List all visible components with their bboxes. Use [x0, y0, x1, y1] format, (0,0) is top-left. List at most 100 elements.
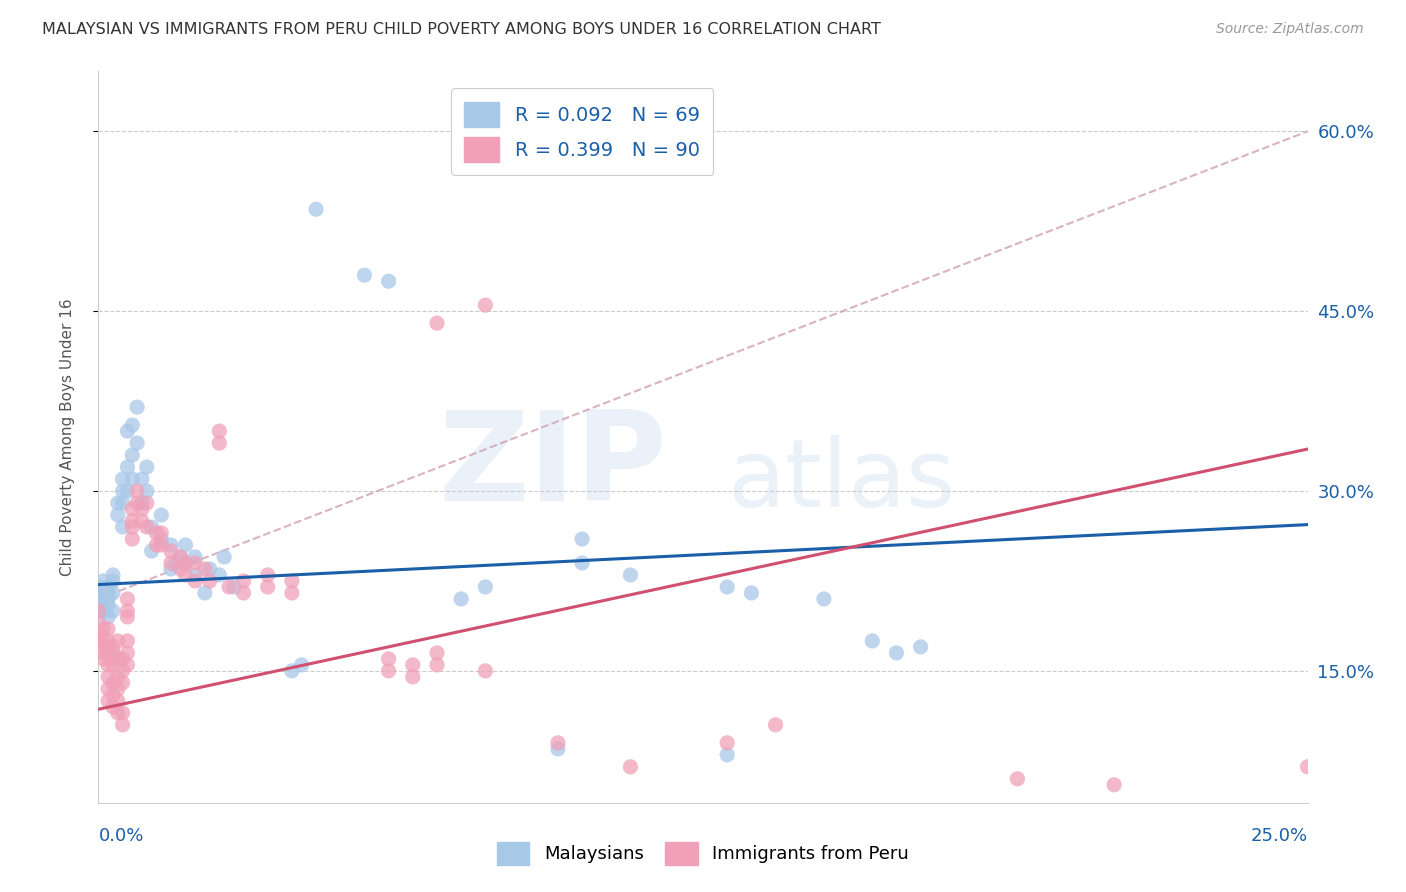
Point	[91, 604, 114, 618]
Point	[101, 574, 124, 588]
Point	[145, 538, 167, 552]
Point	[127, 483, 149, 498]
Point	[111, 664, 134, 678]
Point	[740, 586, 762, 600]
Point	[117, 604, 139, 618]
Point	[117, 634, 139, 648]
Point	[150, 526, 173, 541]
Point	[184, 556, 207, 570]
Point	[101, 676, 124, 690]
Point	[131, 472, 153, 486]
Text: ZIP: ZIP	[439, 406, 666, 527]
Point	[619, 568, 641, 582]
Point	[107, 496, 129, 510]
Point	[910, 640, 932, 654]
Point	[107, 508, 129, 522]
Point	[107, 681, 129, 696]
Point	[131, 502, 153, 516]
Point	[135, 483, 157, 498]
Point	[111, 652, 134, 666]
Point	[305, 202, 328, 217]
Point	[127, 400, 149, 414]
Point	[1007, 772, 1029, 786]
Point	[208, 436, 231, 450]
Point	[87, 634, 110, 648]
Point	[117, 424, 139, 438]
Point	[97, 670, 120, 684]
Point	[160, 556, 183, 570]
Point	[117, 657, 139, 672]
Point	[450, 591, 472, 606]
Point	[101, 646, 124, 660]
Point	[91, 622, 114, 636]
Point	[218, 580, 240, 594]
Point	[426, 657, 449, 672]
Point	[232, 574, 254, 588]
Point	[121, 448, 143, 462]
Point	[256, 580, 278, 594]
Point	[101, 604, 124, 618]
Point	[91, 652, 114, 666]
Point	[97, 586, 120, 600]
Point	[127, 496, 149, 510]
Point	[281, 586, 304, 600]
Point	[160, 544, 183, 558]
Point	[101, 652, 124, 666]
Point	[107, 634, 129, 648]
Point	[198, 574, 221, 588]
Point	[87, 615, 110, 630]
Point	[141, 544, 163, 558]
Point	[117, 483, 139, 498]
Point	[121, 532, 143, 546]
Point	[121, 472, 143, 486]
Text: Source: ZipAtlas.com: Source: ZipAtlas.com	[1216, 22, 1364, 37]
Point	[141, 520, 163, 534]
Point	[208, 568, 231, 582]
Legend: R = 0.092   N = 69, R = 0.399   N = 90: R = 0.092 N = 69, R = 0.399 N = 90	[451, 88, 713, 176]
Point	[91, 574, 114, 588]
Point	[194, 586, 217, 600]
Point	[101, 586, 124, 600]
Point	[101, 568, 124, 582]
Point	[121, 418, 143, 433]
Point	[174, 556, 197, 570]
Point	[121, 514, 143, 528]
Point	[127, 436, 149, 450]
Point	[813, 591, 835, 606]
Point	[174, 538, 197, 552]
Point	[547, 736, 569, 750]
Point	[121, 520, 143, 534]
Point	[426, 646, 449, 660]
Point	[97, 622, 120, 636]
Point	[111, 676, 134, 690]
Point	[716, 580, 738, 594]
Point	[135, 496, 157, 510]
Point	[111, 496, 134, 510]
Point	[377, 664, 399, 678]
Point	[222, 580, 245, 594]
Point	[97, 591, 120, 606]
Point	[111, 520, 134, 534]
Text: atlas: atlas	[727, 435, 956, 527]
Point	[212, 549, 235, 564]
Point	[160, 562, 183, 576]
Point	[97, 634, 120, 648]
Point	[117, 610, 139, 624]
Point	[160, 538, 183, 552]
Point	[174, 556, 197, 570]
Text: 0.0%: 0.0%	[98, 827, 143, 845]
Point	[91, 604, 114, 618]
Point	[107, 670, 129, 684]
Point	[765, 718, 787, 732]
Point	[135, 520, 157, 534]
Point	[97, 694, 120, 708]
Point	[184, 549, 207, 564]
Point	[121, 502, 143, 516]
Point	[87, 604, 110, 618]
Point	[97, 610, 120, 624]
Point	[860, 634, 883, 648]
Point	[426, 316, 449, 330]
Point	[474, 580, 496, 594]
Point	[117, 646, 139, 660]
Point	[97, 580, 120, 594]
